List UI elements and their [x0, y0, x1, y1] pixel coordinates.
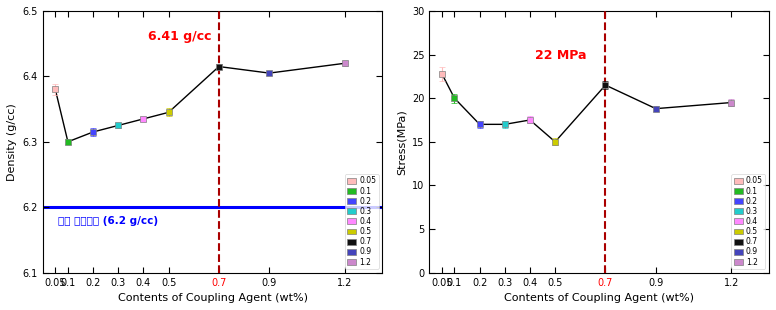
X-axis label: Contents of Coupling Agent (wt%): Contents of Coupling Agent (wt%) [118, 293, 307, 303]
Y-axis label: Density (g/cc): Density (g/cc) [7, 103, 17, 181]
Text: 6.41 g/cc: 6.41 g/cc [148, 30, 212, 43]
Legend: 0.05, 0.1, 0.2, 0.3, 0.4, 0.5, 0.7, 0.9, 1.2: 0.05, 0.1, 0.2, 0.3, 0.4, 0.5, 0.7, 0.9,… [732, 174, 765, 269]
Legend: 0.05, 0.1, 0.2, 0.3, 0.4, 0.5, 0.7, 0.9, 1.2: 0.05, 0.1, 0.2, 0.3, 0.4, 0.5, 0.7, 0.9,… [345, 174, 379, 269]
X-axis label: Contents of Coupling Agent (wt%): Contents of Coupling Agent (wt%) [504, 293, 695, 303]
Y-axis label: Stress(MPa): Stress(MPa) [397, 109, 407, 175]
Text: 22 MPa: 22 MPa [535, 49, 587, 62]
Text: 목표 성형밀도 (6.2 g/cc): 목표 성형밀도 (6.2 g/cc) [58, 216, 158, 226]
